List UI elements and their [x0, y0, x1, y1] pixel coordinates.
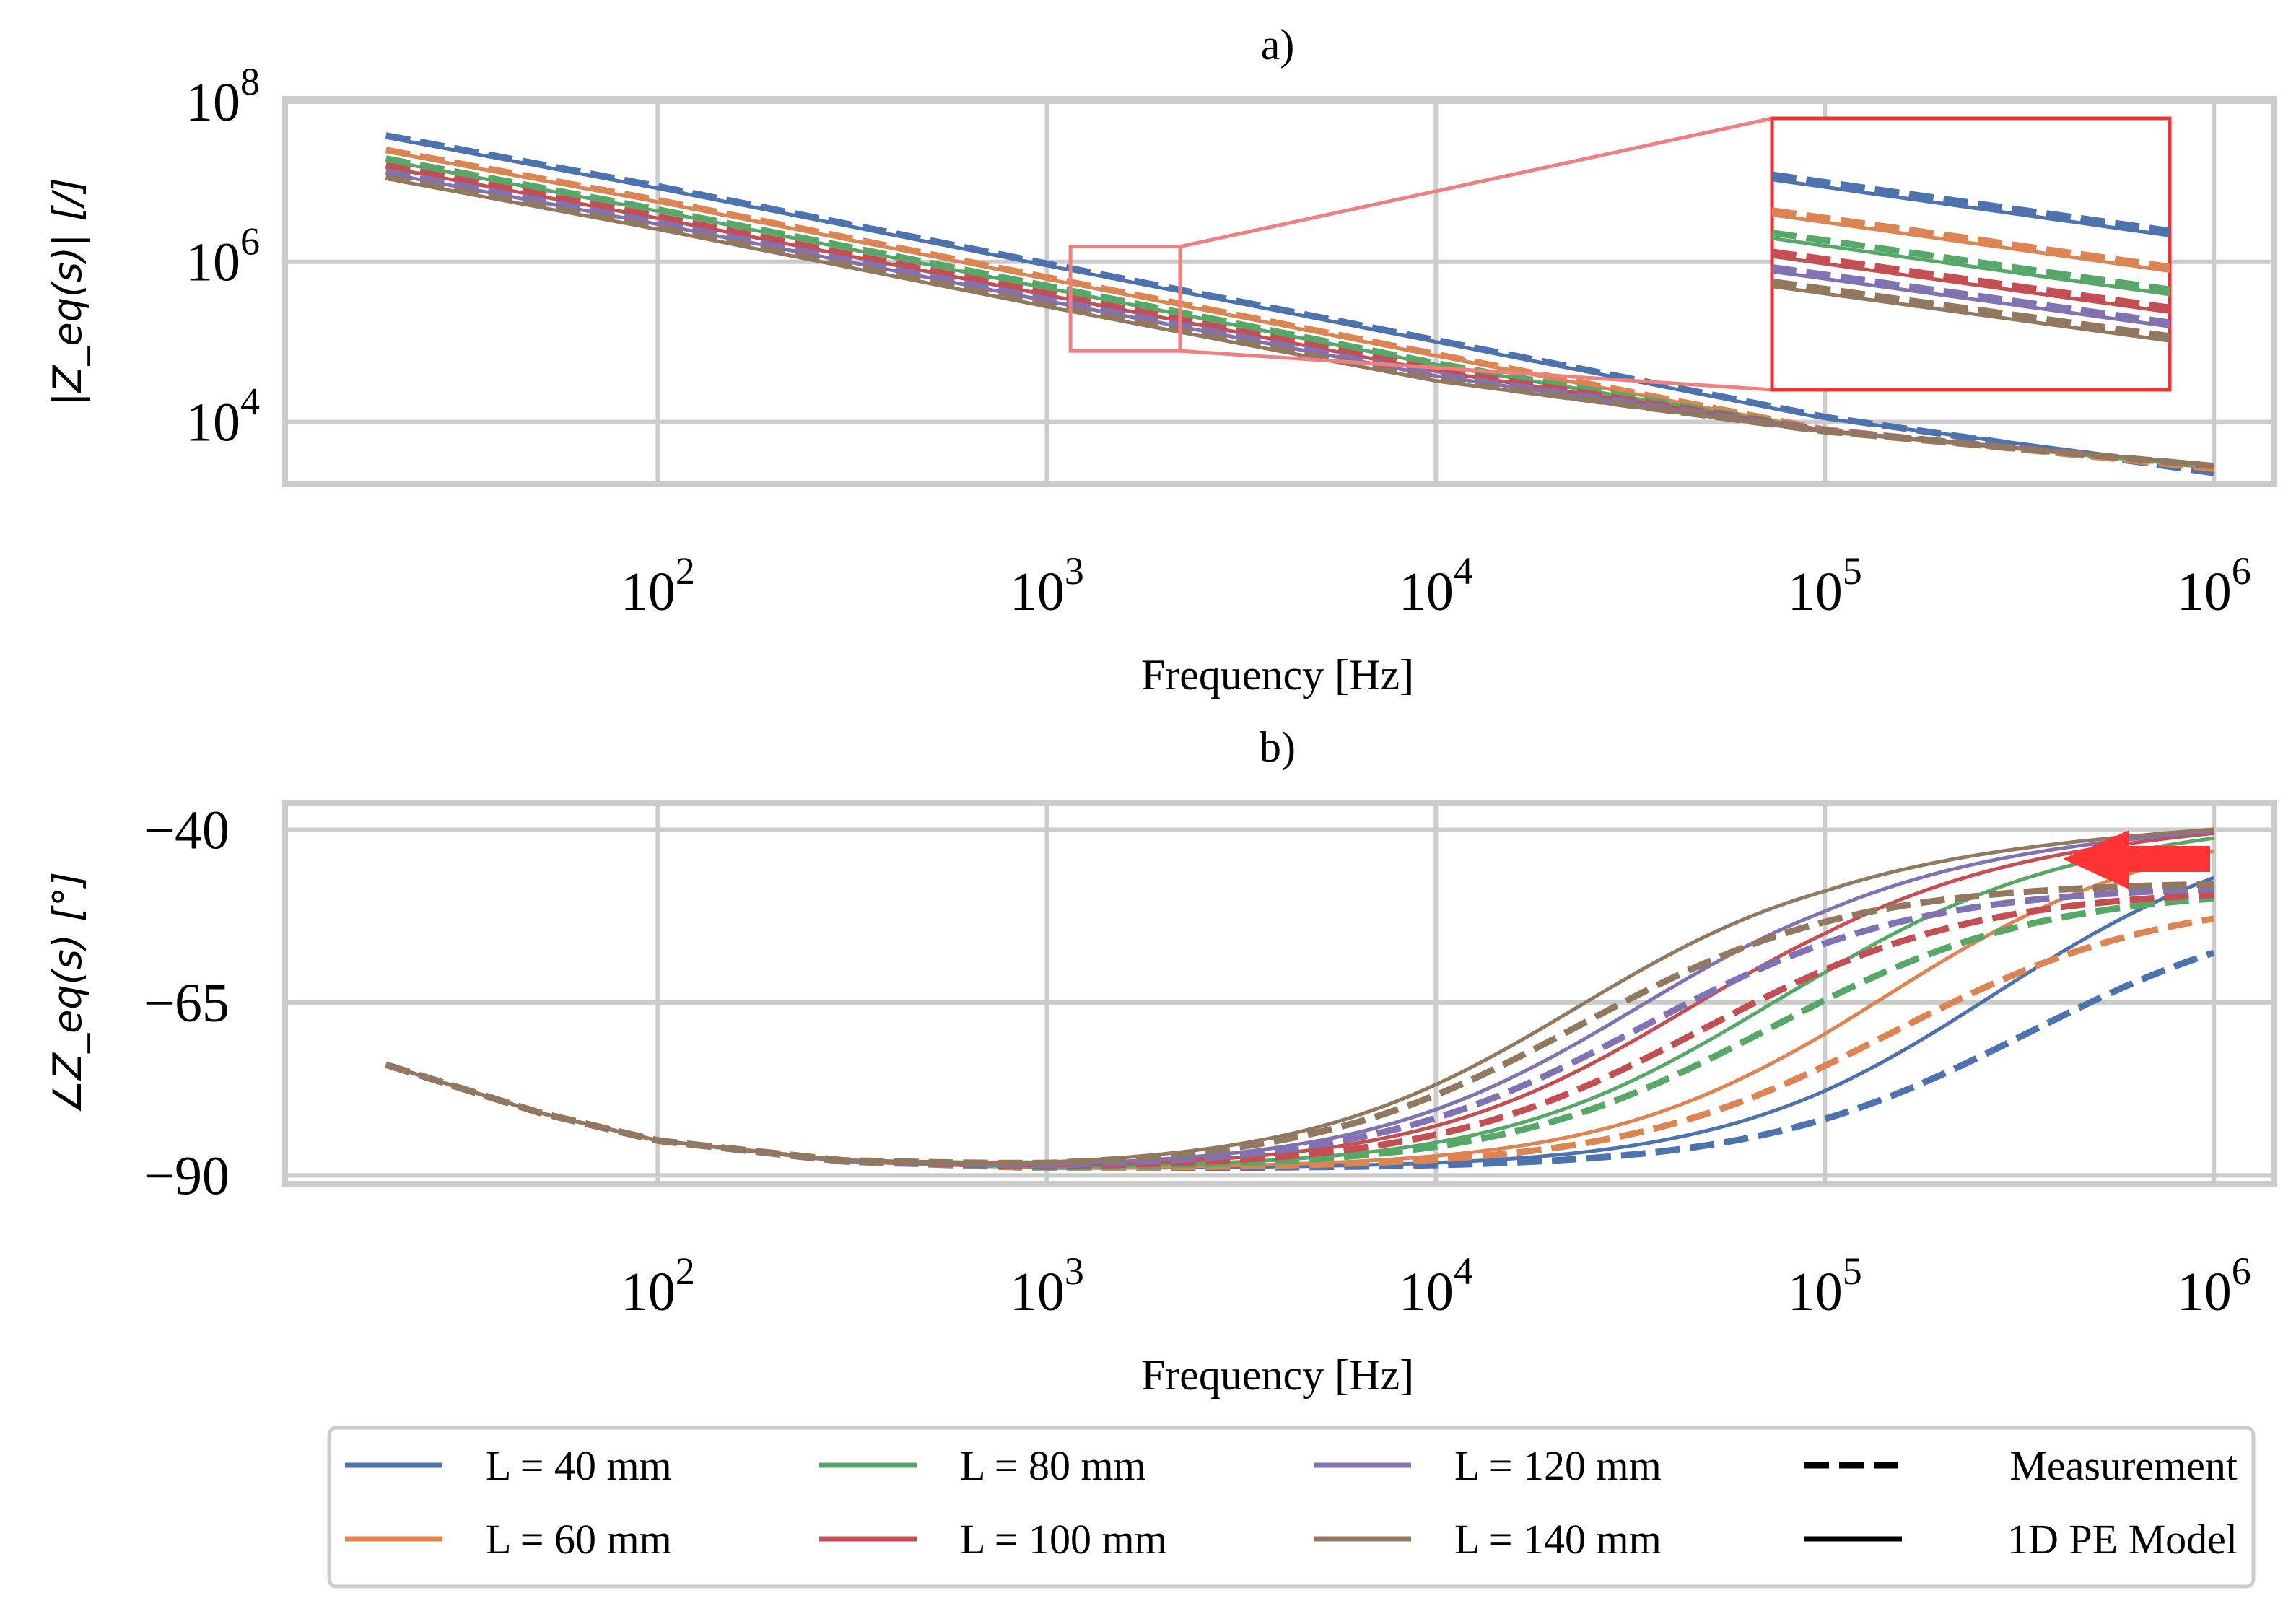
- panel-b-title: b): [1260, 723, 1296, 771]
- x-tick-label: 105: [1788, 549, 1862, 622]
- panel-a-plot-frame: [282, 96, 2277, 487]
- series-line-model: [385, 831, 2214, 1168]
- inset-series-line-model: [1771, 284, 2170, 343]
- x-tick-label: 102: [621, 549, 695, 622]
- panel-a-series-lines: [385, 132, 2214, 476]
- panel-b-y-axis-label: ∠Z_eq(s) [°]: [45, 872, 90, 1114]
- legend-box: [327, 1426, 2256, 1589]
- legend-label: 1D PE Model: [2007, 1516, 2238, 1563]
- panel-a-title: a): [1261, 21, 1295, 69]
- inset-box: [1770, 116, 2172, 392]
- legend-label: L = 60 mm: [486, 1516, 672, 1563]
- inset-series-line-measurement: [1771, 248, 2170, 311]
- legend-label: L = 140 mm: [1454, 1516, 1662, 1563]
- panel-b-impedance-phase: b) −40 −65 −90 102 103 104 105 106 Frequency […: [45, 723, 2277, 1399]
- legend-item: L = 100 mm: [819, 1516, 1167, 1563]
- y-tick-label: −90: [144, 1145, 230, 1206]
- inset-series-line-measurement: [1771, 264, 2170, 326]
- legend-item: L = 60 mm: [345, 1516, 672, 1563]
- series-line-model: [385, 876, 2215, 1170]
- inset-series-line-model: [1771, 178, 2170, 237]
- legend-items: L = 40 mm L = 60 mm L = 80 mm L = 100 mm L =…: [345, 1442, 2238, 1563]
- panel-b-gridlines: [288, 806, 2271, 1181]
- legend-label: L = 40 mm: [486, 1442, 672, 1489]
- panel-a-x-axis-label: Frequency [Hz]: [1141, 651, 1414, 699]
- x-tick-label: 103: [1010, 549, 1084, 622]
- panel-a-y-axis-label: |Z_eq(s)| [/]: [45, 178, 90, 406]
- panel-b-x-axis-label: Frequency [Hz]: [1141, 1351, 1414, 1399]
- panel-b-series-lines: [385, 827, 2215, 1171]
- inset-series-line-model: [1771, 254, 2170, 314]
- inset-source-box: [1068, 245, 1182, 353]
- inset-series-line-measurement: [1771, 230, 2170, 293]
- legend-item: L = 140 mm: [1314, 1516, 1662, 1563]
- legend-item: L = 120 mm: [1314, 1442, 1662, 1489]
- series-line-measurement: [385, 173, 2214, 470]
- inset-series-line-measurement: [1771, 278, 2170, 340]
- legend-label: Measurement: [2009, 1442, 2238, 1489]
- y-tick-label: −40: [144, 800, 230, 861]
- inset-connector: [1179, 349, 1773, 392]
- panel-b-plot-frame: [282, 800, 2277, 1187]
- legend-item: L = 40 mm: [345, 1442, 672, 1489]
- x-tick-label: 103: [1010, 1249, 1084, 1322]
- panel-a-x-ticks: 102 103 104 105 106: [621, 549, 2251, 622]
- series-line-measurement: [385, 949, 2215, 1171]
- legend-item: L = 80 mm: [819, 1442, 1146, 1489]
- legend-item: 1D PE Model: [1804, 1516, 2238, 1563]
- inset-series-line-model: [1771, 269, 2170, 328]
- series-line-model: [385, 135, 2214, 471]
- x-tick-label: 106: [2177, 549, 2251, 622]
- inset-series-line-model: [1771, 236, 2170, 297]
- series-line-model: [385, 829, 2214, 1166]
- panel-a-inset-zoom: [1068, 116, 2172, 392]
- series-line-measurement: [385, 895, 2214, 1171]
- inset-series-line-measurement: [1771, 171, 2170, 235]
- y-tick-label: 106: [185, 220, 260, 293]
- annotation-arrow-icon: [2063, 830, 2210, 889]
- legend-label: L = 80 mm: [960, 1442, 1146, 1489]
- inset-series-line-model: [1771, 213, 2170, 273]
- x-tick-label: 102: [621, 1249, 695, 1322]
- legend-label: L = 120 mm: [1454, 1442, 1662, 1489]
- x-tick-label: 104: [1399, 1249, 1473, 1322]
- x-tick-label: 105: [1788, 1249, 1862, 1322]
- x-tick-label: 106: [2177, 1249, 2251, 1322]
- series-line-measurement: [385, 881, 2214, 1166]
- y-tick-label: 108: [185, 60, 260, 133]
- legend-item: Measurement: [1804, 1442, 2238, 1489]
- panel-b-x-ticks: 102 103 104 105 106: [621, 1249, 2251, 1322]
- panel-a-y-ticks: 104 106 108: [185, 60, 260, 453]
- y-tick-label: 104: [185, 380, 260, 453]
- inset-series-line-measurement: [1771, 207, 2170, 271]
- series-line-model: [385, 827, 2214, 1164]
- legend: L = 40 mm L = 60 mm L = 80 mm L = 100 mm L =…: [327, 1426, 2256, 1589]
- x-tick-label: 104: [1399, 549, 1473, 622]
- inset-connector: [1179, 116, 1773, 249]
- legend-label: L = 100 mm: [960, 1516, 1167, 1563]
- y-tick-label: −65: [144, 973, 230, 1034]
- panel-b-red-arrow: [2063, 830, 2210, 889]
- panel-a-impedance-magnitude: a) 104 106 108 102 103 104 105 106 Frequency […: [45, 21, 2277, 699]
- panel-b-y-ticks: −40 −65 −90: [144, 800, 230, 1207]
